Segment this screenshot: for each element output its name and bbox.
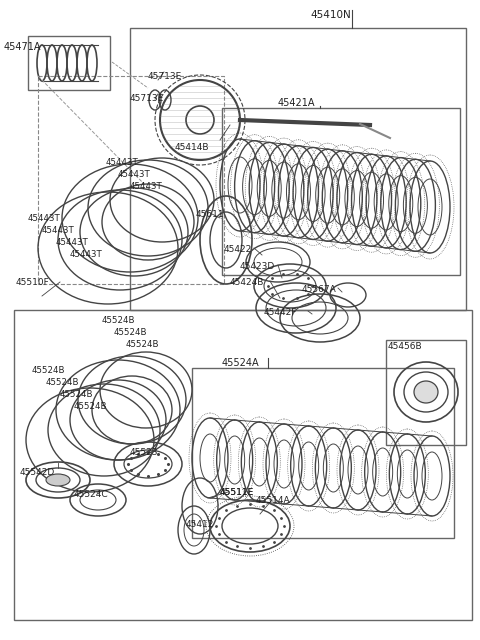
Text: 45511E: 45511E [220,488,254,497]
Text: 45713E: 45713E [148,72,182,81]
Text: 45443T: 45443T [118,170,151,179]
Text: 45611: 45611 [196,210,225,219]
Text: 45412: 45412 [186,520,215,529]
Ellipse shape [46,474,70,486]
Bar [386,340,466,445]
Text: 45456B: 45456B [388,342,422,351]
Text: 45471A: 45471A [4,42,41,52]
Ellipse shape [414,381,438,403]
Text: 45524B: 45524B [74,402,108,411]
Text: 45524A: 45524A [222,358,260,368]
Text: 45524B: 45524B [126,340,159,349]
Text: 45524B: 45524B [60,390,94,399]
Text: 45443T: 45443T [70,250,103,259]
Text: 45524B: 45524B [32,366,65,375]
Text: 45567A: 45567A [302,285,337,294]
Text: 45414B: 45414B [175,143,209,152]
Text: 45713E: 45713E [130,94,164,103]
Text: 45410N: 45410N [310,10,351,20]
Bar [130,28,466,310]
Text: 45443T: 45443T [130,182,163,191]
Text: 45510F: 45510F [16,278,50,287]
Text: 45443T: 45443T [42,226,75,235]
Text: 45443T: 45443T [106,158,139,167]
Text: 45524B: 45524B [102,316,135,325]
Text: 45443T: 45443T [28,214,61,223]
Text: 45523: 45523 [130,448,158,457]
Text: 45514A: 45514A [256,496,290,505]
Bar [14,310,472,620]
Text: 45442F: 45442F [264,308,298,317]
Bar [192,368,454,538]
Text: 45524B: 45524B [46,378,80,387]
Text: 45421A: 45421A [278,98,315,108]
Text: 45542D: 45542D [20,468,55,477]
Text: 45424B: 45424B [230,278,264,287]
Text: 45524C: 45524C [74,490,108,499]
Bar [38,76,224,284]
Text: 45524B: 45524B [114,328,147,337]
Text: 45443T: 45443T [56,238,89,247]
Text: 45422: 45422 [224,245,252,254]
Text: 45423D: 45423D [240,262,275,271]
Bar [28,36,110,90]
Text: 45511E: 45511E [220,488,254,497]
